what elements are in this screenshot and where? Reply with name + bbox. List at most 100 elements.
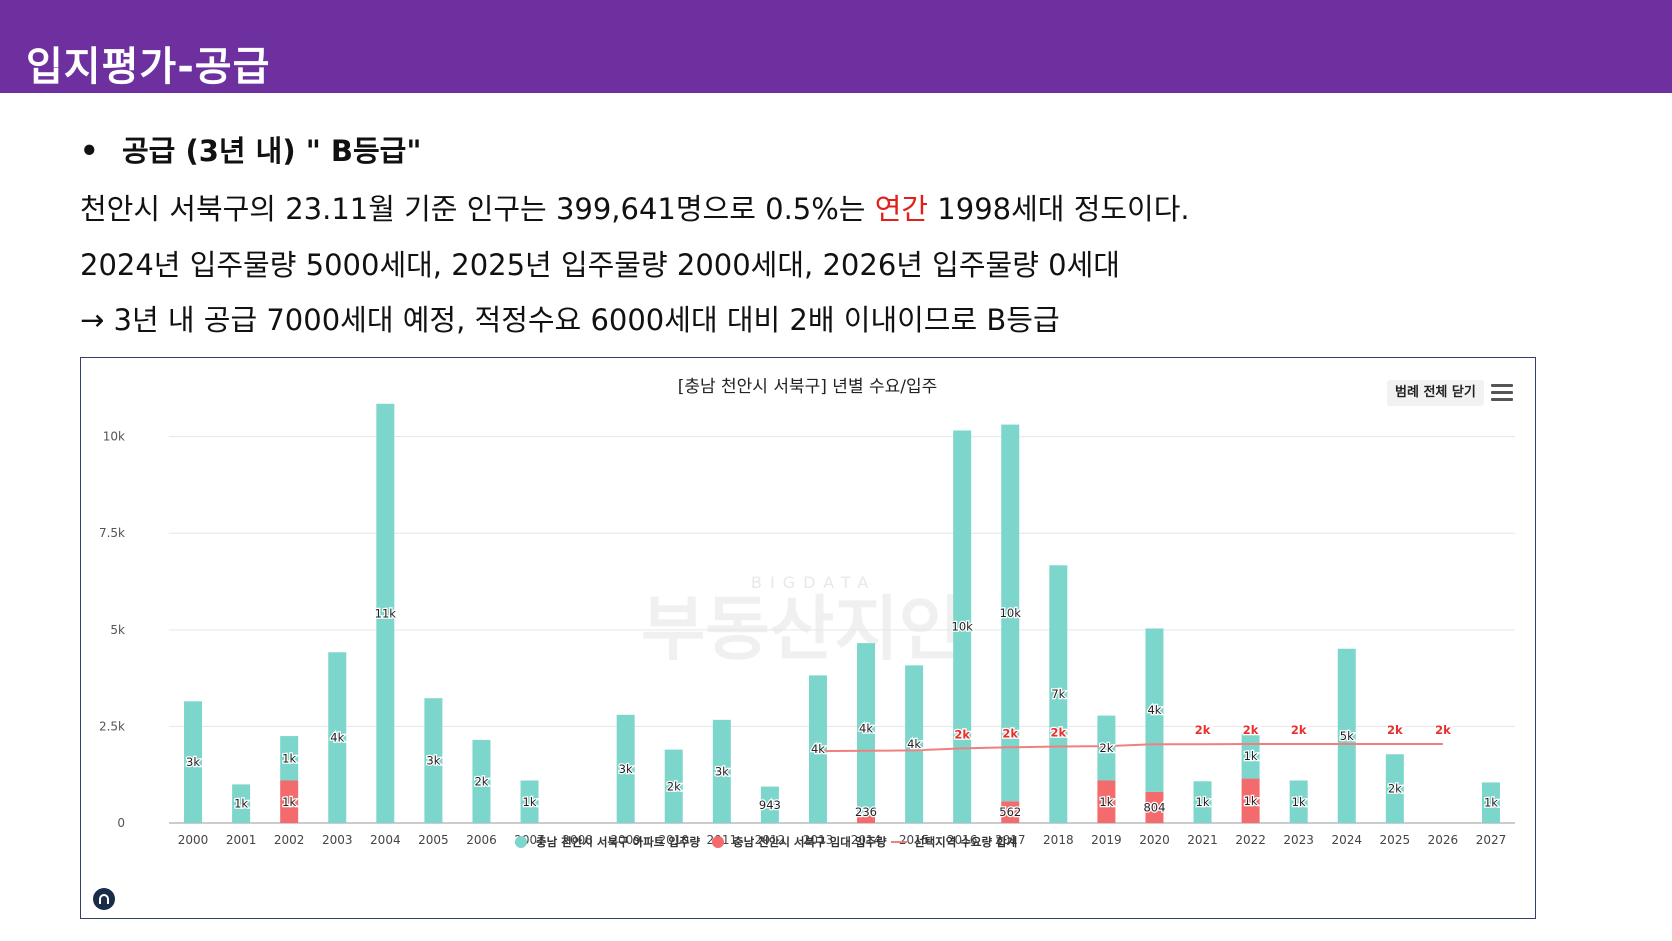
grade-conclusion-text: → 3년 내 공급 7000세대 예정, 적정수요 6000세대 대비 2배 이… [80,303,1060,337]
rental-bar [857,813,876,823]
apartment-bar [184,701,203,823]
x-tick-label: 2010 [658,833,689,847]
apartment-bar [1145,628,1164,792]
apartment-bar [376,403,395,823]
annual-emphasis: 연간 [874,192,929,226]
apartment-data-label: 1k [234,797,248,811]
apartment-data-label: 4k [811,742,825,756]
page-title: 입지평가-공급 [26,44,271,90]
apartment-data-label: 4k [859,721,873,735]
apartment-data-label: 11k [375,606,397,620]
apartment-bar [1049,565,1068,823]
x-tick-label: 2004 [370,833,401,847]
apartment-data-label: 943 [759,798,781,812]
rental-bar [280,780,299,823]
x-tick-label: 2026 [1428,833,1459,847]
x-tick-label: 2003 [322,833,353,847]
close-all-legends-button[interactable]: 범례 전체 닫기 [1387,380,1484,406]
x-tick-label: 2019 [1091,833,1122,847]
x-tick-label: 2018 [1043,833,1074,847]
y-tick-label: 2.5k [99,719,125,733]
rental-data-label: 562 [999,805,1021,819]
demand-data-label: 2k [1435,723,1451,737]
apartment-data-label: 1k [1196,795,1210,809]
apartment-bar [760,786,779,823]
apartment-data-label: 3k [619,762,633,776]
apartment-bar [953,430,972,823]
x-tick-label: 2008 [562,833,593,847]
rental-data-label: 236 [855,805,877,819]
x-tick-label: 2016 [947,833,978,847]
legend-item-label: 충남 천안시 서북구 아파트 입주량 [536,835,701,849]
legend-marker [712,836,724,848]
apartment-data-label: 7k [1051,687,1065,701]
bullet-icon: • [80,134,99,168]
chart-title: [충남 천안시 서북구] 년별 수요/입주 [678,377,938,397]
chart-panel: [충남 천안시 서북구] 년별 수요/입주 BIGDATA 부동산지인 0 2.5k 5k… [80,357,1536,919]
population-text-after: 1998세대 정도이다. [928,192,1190,226]
apartment-bar [808,675,827,823]
watermark-small: BIGDATA [751,573,876,592]
legend-marker [515,836,527,848]
x-tick-label: 2020 [1139,833,1170,847]
apartment-bar [328,652,347,823]
demand-data-label: 2k [1195,723,1211,737]
rental-data-label: 1k [282,795,296,809]
demand-data-label: 2k [1243,723,1259,737]
demand-data-label: 2k [1291,723,1307,737]
legend-item-label: 선택지역 수요량 합계 [914,835,1017,849]
apartment-bar [1481,782,1500,823]
watermark-large: 부동산지인 [641,588,963,670]
apartment-data-label: 2k [1388,782,1402,796]
apartment-data-label: 2k [474,774,488,788]
rental-data-label: 804 [1143,800,1165,814]
rental-bar [1097,780,1116,823]
apartment-data-label: 1k [523,795,537,809]
x-tick-label: 2024 [1331,833,1362,847]
apartment-data-label: 4k [907,737,921,751]
hamburger-menu-icon[interactable] [1491,384,1513,402]
apartment-bar [1097,715,1116,781]
apartment-bar [664,749,683,823]
x-tick-label: 2012 [755,833,786,847]
apartment-data-label: 1k [282,751,296,765]
x-tick-label: 2001 [226,833,257,847]
apartment-data-label: 5k [1340,729,1354,743]
apartment-data-label: 10k [952,620,974,634]
apartment-data-label: 2k [667,779,681,793]
apartment-bar [616,714,635,823]
apartment-data-label: 4k [330,731,344,745]
apartment-data-label: 1k [1244,749,1258,763]
apartment-bar [232,784,251,823]
apartment-bar [424,698,443,823]
apartment-bar [1001,424,1020,802]
demand-line [817,743,1443,753]
demand-data-label: 2k [1387,723,1403,737]
home-logo-icon[interactable] [93,888,115,910]
x-tick-label: 2014 [851,833,882,847]
x-tick-label: 2021 [1187,833,1218,847]
rental-bar [1001,801,1020,823]
x-tick-label: 2002 [274,833,305,847]
apartment-bar [280,736,299,781]
apartment-bar [520,780,539,823]
demand-data-label: 2k [1050,726,1066,740]
x-tick-label: 2023 [1283,833,1314,847]
legend-item-label: 충남 천안시 서북구 임대 입주량 [733,835,887,849]
heading-text: 공급 (3년 내) " B등급" [122,134,422,168]
apartment-bar [472,739,491,823]
supply-volume-text: 2024년 입주물량 5000세대, 2025년 입주물량 2000세대, 20… [80,248,1120,282]
apartment-bar [1385,754,1404,823]
y-tick-label: 0 [117,816,125,830]
apartment-data-label: 3k [426,754,440,768]
demand-data-label: 2k [1002,726,1018,740]
population-text: 천안시 서북구의 23.11월 기준 인구는 399,641명으로 0.5%는 … [80,186,1190,228]
x-tick-label: 2015 [899,833,930,847]
rental-data-label: 1k [1099,795,1113,809]
apartment-bar [1337,648,1356,823]
rental-bar [1241,778,1260,823]
apartment-bar [712,719,731,823]
apartment-bar [1193,781,1212,823]
x-tick-label: 2006 [466,833,497,847]
